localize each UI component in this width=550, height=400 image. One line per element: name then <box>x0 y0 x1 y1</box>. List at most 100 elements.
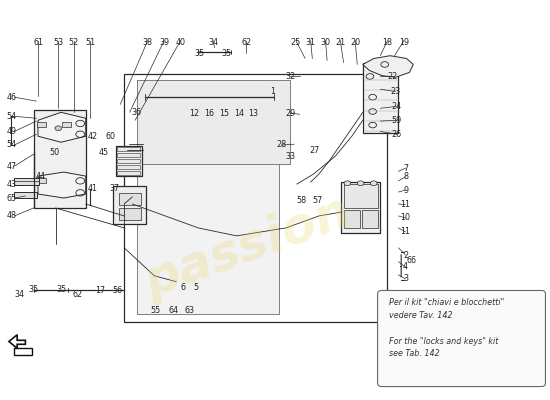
Text: 10: 10 <box>400 214 410 222</box>
Text: 42: 42 <box>88 132 98 141</box>
Text: 24: 24 <box>392 102 402 111</box>
Text: 35: 35 <box>56 285 66 294</box>
Text: 25: 25 <box>291 38 301 47</box>
Bar <box>116 146 142 176</box>
Text: 2: 2 <box>403 250 408 260</box>
Text: 43: 43 <box>7 180 16 189</box>
Text: 39: 39 <box>159 38 169 47</box>
Text: 14: 14 <box>234 109 244 118</box>
Text: 11: 11 <box>400 227 410 236</box>
Text: 18: 18 <box>382 38 393 47</box>
Text: 50: 50 <box>50 148 59 157</box>
Circle shape <box>358 181 364 186</box>
Text: 61: 61 <box>33 38 43 47</box>
Text: 37: 37 <box>110 184 120 193</box>
Bar <box>37 122 46 127</box>
Text: 35: 35 <box>222 49 232 58</box>
Bar <box>137 80 290 164</box>
Text: 4: 4 <box>403 262 408 272</box>
Text: 34: 34 <box>208 38 218 47</box>
Bar <box>137 80 290 164</box>
Text: 47: 47 <box>7 162 16 171</box>
Text: For the "locks and keys" kit
see Tab. 142: For the "locks and keys" kit see Tab. 14… <box>388 336 498 358</box>
Text: 45: 45 <box>99 148 109 157</box>
Bar <box>37 178 46 183</box>
Text: 28: 28 <box>277 140 287 150</box>
Text: 30: 30 <box>321 38 331 47</box>
Bar <box>117 146 140 151</box>
Bar <box>344 184 378 208</box>
Text: 23: 23 <box>390 87 401 96</box>
Text: 11: 11 <box>400 200 410 209</box>
Text: 66: 66 <box>406 256 416 266</box>
Polygon shape <box>363 56 413 77</box>
Circle shape <box>55 126 62 131</box>
Text: 62: 62 <box>73 290 82 299</box>
Bar <box>117 158 140 163</box>
Bar <box>124 74 387 322</box>
Bar <box>119 193 141 205</box>
Text: 32: 32 <box>285 72 295 81</box>
Text: 8: 8 <box>403 172 408 181</box>
Bar <box>117 164 140 169</box>
Text: 13: 13 <box>248 109 258 118</box>
Text: 56: 56 <box>112 286 122 295</box>
Text: 26: 26 <box>392 130 402 139</box>
Text: 64: 64 <box>168 306 179 315</box>
Bar <box>34 110 86 208</box>
Text: 31: 31 <box>306 38 316 47</box>
Text: 54: 54 <box>7 140 16 150</box>
Text: 46: 46 <box>7 93 16 102</box>
Bar <box>119 208 141 220</box>
Bar <box>117 170 140 175</box>
Text: 51: 51 <box>85 38 95 47</box>
Text: 58: 58 <box>296 196 306 205</box>
Text: 63: 63 <box>185 306 195 315</box>
Text: 44: 44 <box>35 172 45 181</box>
Text: 60: 60 <box>106 132 116 141</box>
Text: 49: 49 <box>7 127 16 136</box>
Text: 12: 12 <box>189 109 199 118</box>
Text: 9: 9 <box>403 186 408 194</box>
Text: 17: 17 <box>96 286 106 295</box>
Text: 5: 5 <box>193 283 198 292</box>
Text: 41: 41 <box>88 184 98 193</box>
Bar <box>363 63 398 133</box>
Text: 27: 27 <box>309 146 320 155</box>
Text: 3: 3 <box>403 274 408 284</box>
Polygon shape <box>9 335 25 348</box>
Text: 48: 48 <box>7 212 16 220</box>
Text: 22: 22 <box>388 72 398 81</box>
Text: 21: 21 <box>335 38 345 47</box>
Bar <box>14 192 37 198</box>
Text: 6: 6 <box>180 283 185 292</box>
Text: 15: 15 <box>219 109 229 118</box>
Text: 59: 59 <box>392 116 402 125</box>
Polygon shape <box>38 172 86 198</box>
Text: 35: 35 <box>29 285 38 294</box>
Text: 20: 20 <box>350 38 360 47</box>
Text: 29: 29 <box>285 109 295 118</box>
Text: passion: passion <box>138 188 358 307</box>
Text: 62: 62 <box>241 38 251 47</box>
Text: 54: 54 <box>7 112 16 121</box>
Bar <box>117 152 140 157</box>
Text: 55: 55 <box>150 306 161 315</box>
FancyBboxPatch shape <box>378 290 546 386</box>
Text: 36: 36 <box>132 108 142 117</box>
Text: 57: 57 <box>312 196 323 205</box>
Text: 40: 40 <box>175 38 186 47</box>
Text: 35: 35 <box>194 49 205 58</box>
Bar <box>344 210 360 228</box>
Text: 34: 34 <box>15 290 25 299</box>
Text: 7: 7 <box>403 164 408 173</box>
Text: 16: 16 <box>204 109 214 118</box>
Bar <box>14 348 32 356</box>
Bar <box>341 182 381 233</box>
Circle shape <box>344 181 351 186</box>
Bar <box>62 122 71 127</box>
Polygon shape <box>38 112 86 142</box>
Text: 33: 33 <box>285 152 295 162</box>
Bar <box>113 186 146 224</box>
Bar <box>137 162 279 314</box>
